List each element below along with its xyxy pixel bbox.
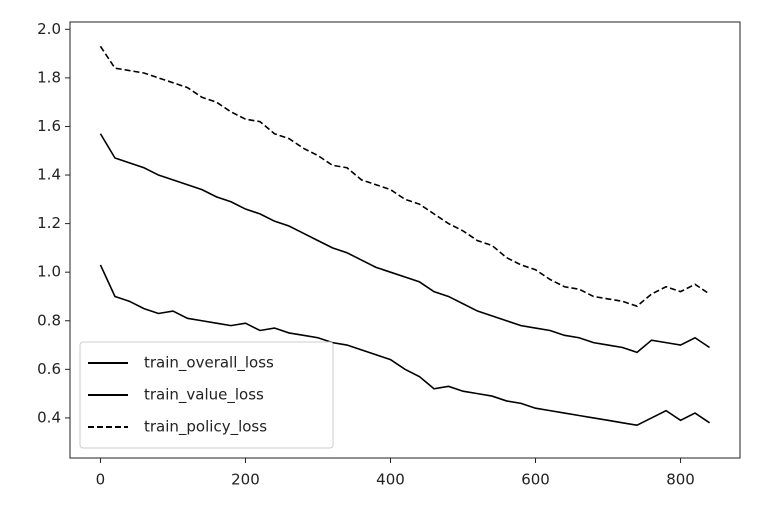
y-tick-label: 0.6 [37,360,61,378]
y-tick-label: 1.8 [37,68,61,86]
legend-label: train_overall_loss [144,354,274,373]
y-tick-label: 1.6 [37,117,61,135]
series-line [99,264,710,427]
plot-frame [69,21,741,459]
legend-box [79,341,334,449]
y-tick-label: 0.8 [37,311,61,329]
y-tick-label: 1.4 [37,166,61,184]
y-tick-label: 1.2 [37,214,61,232]
legend-label: train_policy_loss [144,418,267,437]
y-tick-label: 1.0 [37,263,61,281]
legend-label: train_value_loss [144,386,264,405]
y-tick-label: 0.4 [37,408,61,426]
x-tick-label: 800 [666,471,695,489]
x-tick-label: 200 [231,471,260,489]
x-tick-label: 0 [96,471,106,489]
legend: train_overall_loss train_value_loss train_… [79,341,334,449]
series-line [99,133,710,354]
x-tick-label: 400 [376,471,405,489]
y-tick-label: 2.0 [37,20,61,38]
x-tick-label: 600 [521,471,550,489]
series-line [99,45,710,308]
